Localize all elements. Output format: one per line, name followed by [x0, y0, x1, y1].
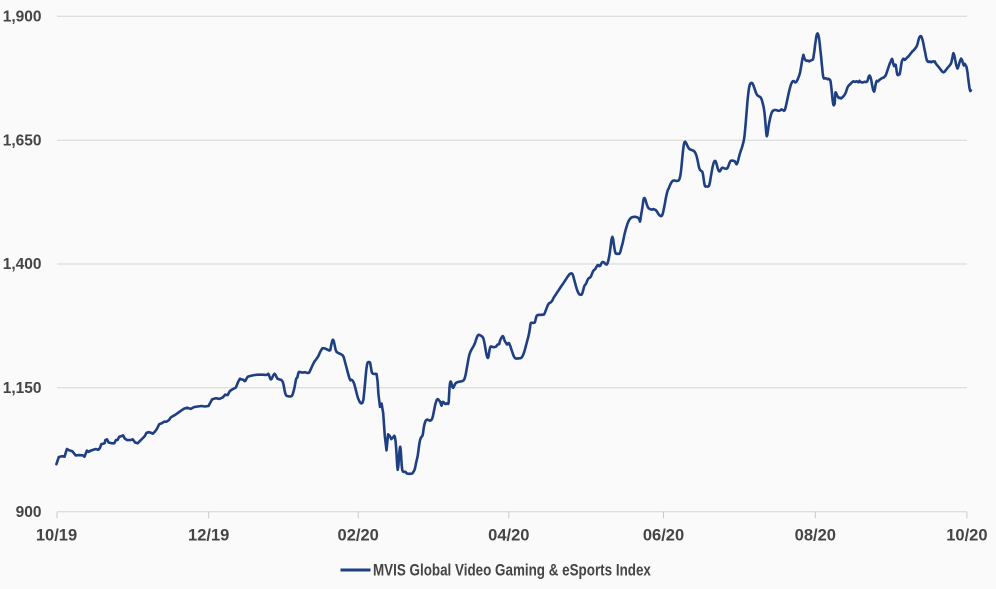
svg-text:MVIS Global Video Gaming & eSp: MVIS Global Video Gaming & eSports Index — [373, 561, 651, 580]
svg-text:1,150: 1,150 — [3, 380, 42, 397]
svg-text:1,400: 1,400 — [3, 256, 42, 273]
svg-text:1,650: 1,650 — [3, 133, 42, 150]
svg-text:02/20: 02/20 — [338, 527, 379, 545]
svg-text:04/20: 04/20 — [488, 527, 529, 545]
svg-text:06/20: 06/20 — [643, 527, 684, 545]
svg-text:12/19: 12/19 — [188, 527, 229, 545]
svg-text:10/19: 10/19 — [36, 527, 77, 545]
svg-text:1,900: 1,900 — [3, 9, 42, 26]
svg-text:08/20: 08/20 — [795, 527, 836, 545]
svg-text:10/20: 10/20 — [946, 527, 987, 545]
svg-text:900: 900 — [16, 504, 42, 521]
